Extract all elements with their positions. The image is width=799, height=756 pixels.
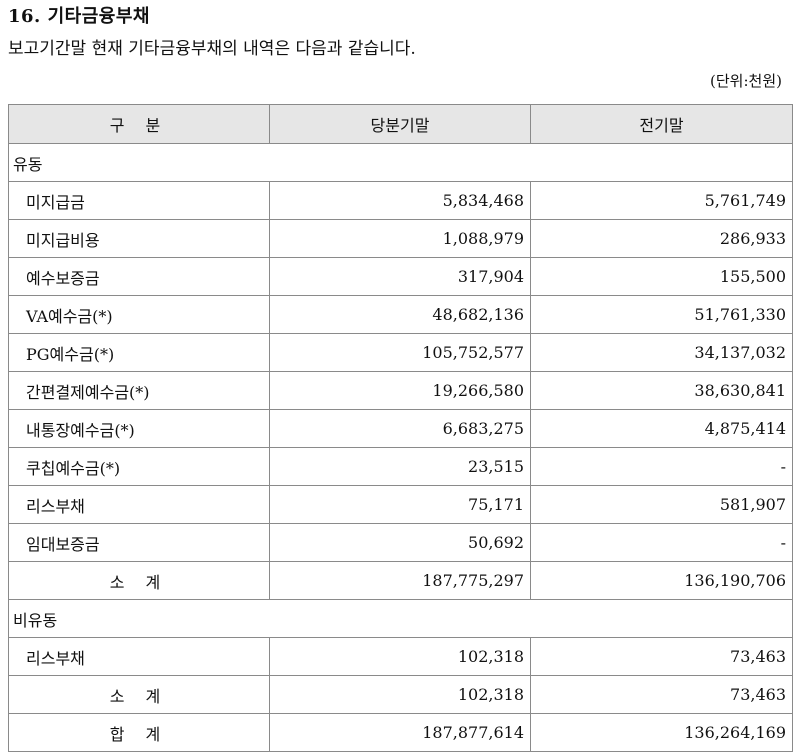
current-value: 19,266,580 [269,371,531,410]
item-name: 내통장예수금(*) [8,409,270,448]
item-name: 미지급금 [8,181,270,220]
current-value: 6,683,275 [269,409,531,448]
current-value: 102,318 [269,637,531,676]
prior-value: 155,500 [530,257,793,296]
current-value: 75,171 [269,485,531,524]
item-name: 쿠칩예수금(*) [8,447,270,486]
current-value: 1,088,979 [269,219,531,258]
total-current: 187,877,614 [269,713,531,752]
prior-value: 4,875,414 [530,409,793,448]
subtotal-label: 소 계 [8,675,270,714]
table-row: PG예수금(*) 105,752,577 34,137,032 [8,333,793,372]
section-header-row: 유동 [8,143,793,182]
subtotal-row: 소 계 102,318 73,463 [8,675,793,714]
item-name: VA예수금(*) [8,295,270,334]
item-name: 리스부채 [8,637,270,676]
prior-value: 51,761,330 [530,295,793,334]
prior-value: 5,761,749 [530,181,793,220]
item-name: 리스부채 [8,485,270,524]
prior-value: 581,907 [530,485,793,524]
table-row: VA예수금(*) 48,682,136 51,761,330 [8,295,793,334]
table-row: 임대보증금 50,692- [8,523,793,562]
item-name: 예수보증금 [8,257,270,296]
current-value: 5,834,468 [269,181,531,220]
table-row: 쿠칩예수금(*) 23,515- [8,447,793,486]
prior-value: 38,630,841 [530,371,793,410]
table-row: 예수보증금 317,904 155,500 [8,257,793,296]
total-prior: 136,264,169 [530,713,793,752]
table-row: 미지급비용 1,088,979 286,933 [8,219,793,258]
section-label: 비유동 [8,599,793,638]
table-row: 리스부채 102,318 73,463 [8,637,793,676]
column-header-category: 구 분 [8,104,270,144]
subtotal-current: 102,318 [269,675,531,714]
table-row: 내통장예수금(*) 6,683,275 4,875,414 [8,409,793,448]
item-name: PG예수금(*) [8,333,270,372]
prior-value: 34,137,032 [530,333,793,372]
subtotal-row: 소 계 187,775,297 136,190,706 [8,561,793,600]
current-value: 23,515 [269,447,531,486]
subtotal-prior: 73,463 [530,675,793,714]
subtotal-current: 187,775,297 [269,561,531,600]
prior-value: - [530,447,793,486]
total-row: 합 계 187,877,614 136,264,169 [8,713,793,752]
current-value: 317,904 [269,257,531,296]
section-header-row: 비유동 [8,599,793,638]
current-value: 48,682,136 [269,295,531,334]
section-title: 16. 기타금융부채 [8,6,150,27]
prior-value: - [530,523,793,562]
subtotal-prior: 136,190,706 [530,561,793,600]
item-name: 간편결제예수금(*) [8,371,270,410]
section-label: 유동 [8,143,793,182]
subtotal-label: 소 계 [8,561,270,600]
item-name: 임대보증금 [8,523,270,562]
prior-value: 73,463 [530,637,793,676]
section-description: 보고기간말 현재 기타금융부채의 내역은 다음과 같습니다. [8,39,416,59]
header-row: 구 분 당분기말 전기말 [8,104,793,144]
column-header-prior: 전기말 [530,104,793,144]
table-body: 유동 미지급금 5,834,468 5,761,749 미지급비용 1,088,979 28… [8,143,793,752]
unit-label: (단위:천원) [710,72,782,90]
current-value: 50,692 [269,523,531,562]
column-header-current: 당분기말 [269,104,531,144]
table-row: 미지급금 5,834,468 5,761,749 [8,181,793,220]
table-row: 리스부채 75,171 581,907 [8,485,793,524]
prior-value: 286,933 [530,219,793,258]
total-label: 합 계 [8,713,270,752]
item-name: 미지급비용 [8,219,270,258]
current-value: 105,752,577 [269,333,531,372]
financial-liabilities-table: 구 분 당분기말 전기말 유동 미지급금 5,834,468 5,761,749 미지급… [8,104,793,752]
table-row: 간편결제예수금(*) 19,266,580 38,630,841 [8,371,793,410]
